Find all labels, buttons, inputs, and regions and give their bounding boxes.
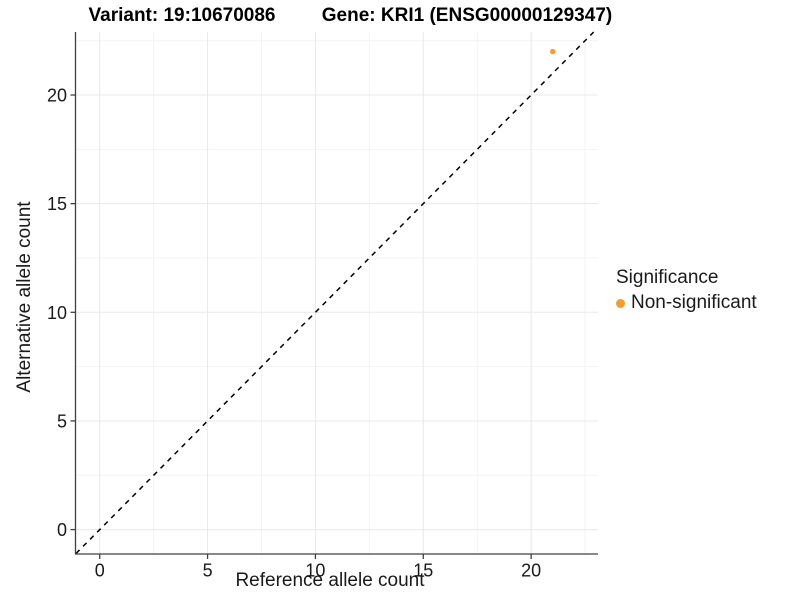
gene-title: Gene: KRI1 (ENSG00000129347)	[321, 5, 613, 26]
legend-item-label: Non-significant	[631, 292, 757, 313]
x-axis-title: Reference allele count	[235, 570, 425, 591]
x-tick-label: 0	[95, 561, 105, 581]
y-tick-label: 20	[47, 86, 67, 106]
x-tick-label: 20	[521, 561, 541, 581]
legend-item: Non-significant	[616, 292, 757, 314]
y-axis-title: Alternative allele count	[14, 201, 35, 393]
data-point	[550, 48, 556, 55]
variant-title: Variant: 19:10670086	[88, 5, 276, 26]
y-tick-label: 5	[57, 411, 67, 431]
identity-line	[75, 31, 595, 555]
y-tick-label: 0	[57, 520, 67, 540]
x-tick-label: 15	[413, 561, 433, 581]
point-swatch-icon	[616, 298, 625, 308]
x-tick-label: 10	[305, 561, 325, 581]
legend-title: Significance	[616, 267, 719, 288]
y-tick-label: 10	[47, 303, 67, 323]
y-tick-label: 15	[47, 194, 67, 214]
x-tick-label: 5	[203, 561, 213, 581]
legend: Significance Non-significant	[616, 267, 757, 314]
